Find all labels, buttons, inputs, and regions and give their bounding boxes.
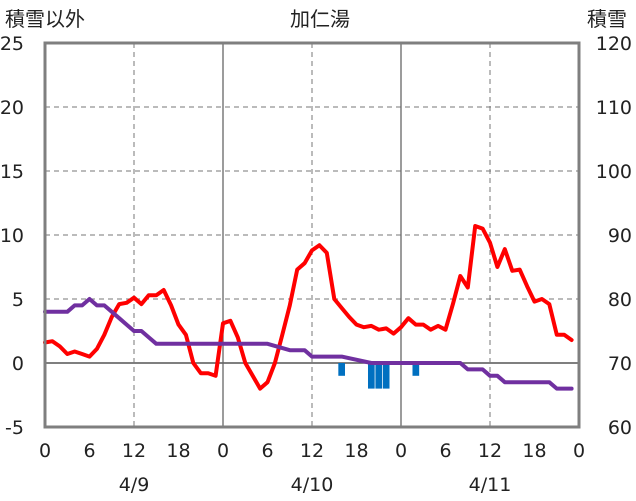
y-left-tick-label: 15 (0, 161, 24, 183)
y-right-tick-label: 70 (608, 353, 632, 375)
y-left-tick-label: 10 (0, 225, 24, 247)
x-tick-label: 12 (122, 440, 146, 462)
x-tick-label: 0 (217, 440, 229, 462)
y-left-tick-label: 25 (0, 33, 24, 55)
x-tick-label: 12 (300, 440, 324, 462)
grid-layer (45, 43, 579, 427)
precip-bar (338, 363, 346, 376)
date-label: 4/9 (119, 474, 150, 496)
y-left-tick-label: 20 (0, 97, 24, 119)
x-tick-label: 0 (395, 440, 407, 462)
chart-title: 加仁湯 (290, 7, 350, 31)
precip-bar (412, 363, 420, 376)
y-left-tick-label: 0 (12, 353, 24, 375)
y-right-tick-label: 80 (608, 289, 632, 311)
temperature-line (43, 224, 574, 391)
x-tick-label: 6 (261, 440, 273, 462)
x-tick-label: 6 (83, 440, 95, 462)
precip-bar (367, 363, 375, 389)
date-label: 4/11 (469, 474, 512, 496)
precip-bar (375, 363, 383, 389)
precip-bars-layer (338, 363, 420, 389)
y-right-tick-label: 110 (596, 97, 632, 119)
y-right-tick-label: 120 (596, 33, 632, 55)
precip-bar (382, 363, 390, 389)
y-axis-left-title: 積雪以外 (5, 7, 85, 31)
x-tick-label: 12 (478, 440, 502, 462)
y-axis-right-title: 積雪 (587, 7, 627, 31)
plot-area-border (43, 41, 581, 429)
x-tick-label: 6 (439, 440, 451, 462)
y-left-tick-label: -5 (5, 417, 24, 439)
snow-depth-line (43, 297, 574, 391)
y-left-tick-label: 5 (12, 289, 24, 311)
y-right-tick-label: 100 (596, 161, 632, 183)
date-label: 4/10 (291, 474, 334, 496)
series-lines-layer (43, 224, 574, 391)
y-right-tick-label: 60 (608, 417, 632, 439)
x-tick-label: 18 (522, 440, 546, 462)
x-tick-label: 0 (39, 440, 51, 462)
x-tick-label: 0 (573, 440, 585, 462)
y-right-tick-label: 90 (608, 225, 632, 247)
x-tick-label: 18 (344, 440, 368, 462)
x-tick-label: 18 (166, 440, 190, 462)
